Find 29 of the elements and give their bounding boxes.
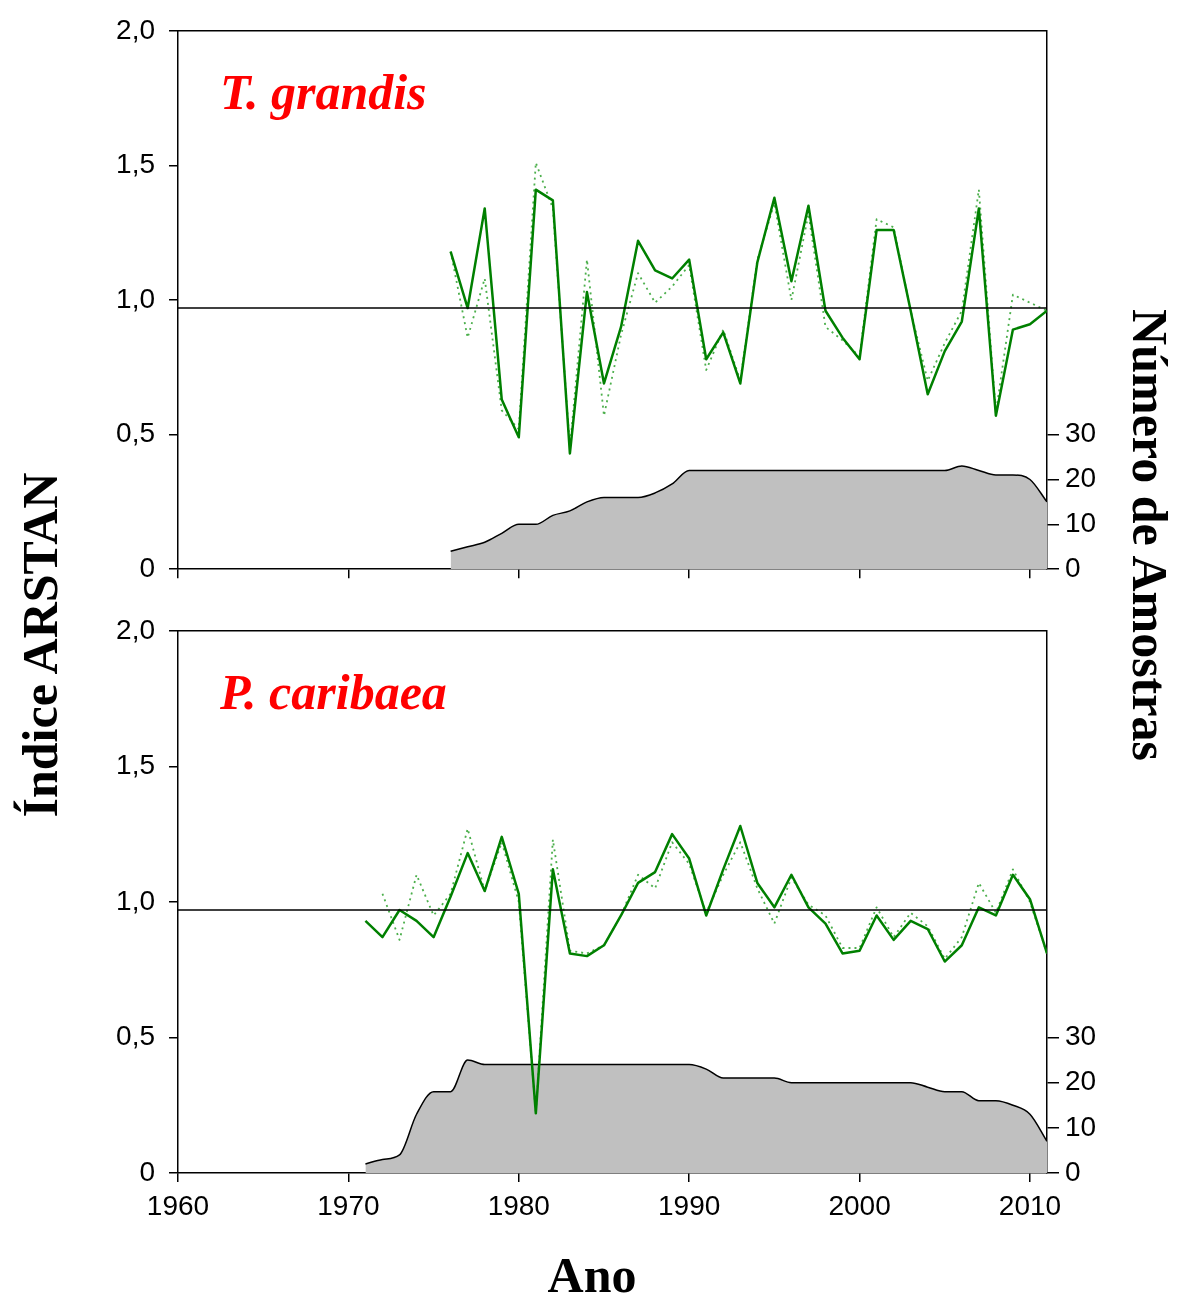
x-tick-label: 2010 [998,1189,1062,1221]
y-tick-label: 1,0 [116,282,155,314]
y2-axis-title: Número de Amostras [1121,309,1179,761]
text: P. caribaea [219,663,447,720]
y2-tick-label: 10 [1065,507,1097,539]
text: T. grandis [220,63,427,120]
y2-tick-label: 0 [1065,551,1081,583]
x-tick-label: 1970 [317,1189,380,1221]
x-tick-label: 1960 [146,1189,210,1221]
y2-tick-label: 20 [1065,462,1097,494]
y-tick-label: 0,5 [116,417,155,449]
y-tick-label: 2,0 [116,613,155,645]
x-tick-label: 1990 [658,1189,721,1221]
y2-tick-label: 10 [1065,1110,1097,1142]
y-tick-label: 1,5 [116,148,155,180]
y2-tick-label: 30 [1065,417,1097,449]
y-tick-label: 1,5 [116,749,155,781]
y-tick-label: 0,5 [116,1020,155,1052]
x-tick-label: 1980 [487,1189,550,1221]
y2-tick-label: 20 [1065,1065,1097,1097]
y-tick-label: 0 [139,1155,155,1187]
y-tick-label: 1,0 [116,884,155,916]
y2-tick-label: 30 [1065,1020,1097,1052]
y-tick-label: 2,0 [116,13,155,45]
y-tick-label: 0 [139,551,155,583]
x-tick-label: 2000 [828,1189,891,1221]
x-axis-title: Ano [547,1246,637,1298]
y-axis-title: Índice ARSTAN [11,472,69,818]
y2-tick-label: 0 [1065,1155,1081,1187]
